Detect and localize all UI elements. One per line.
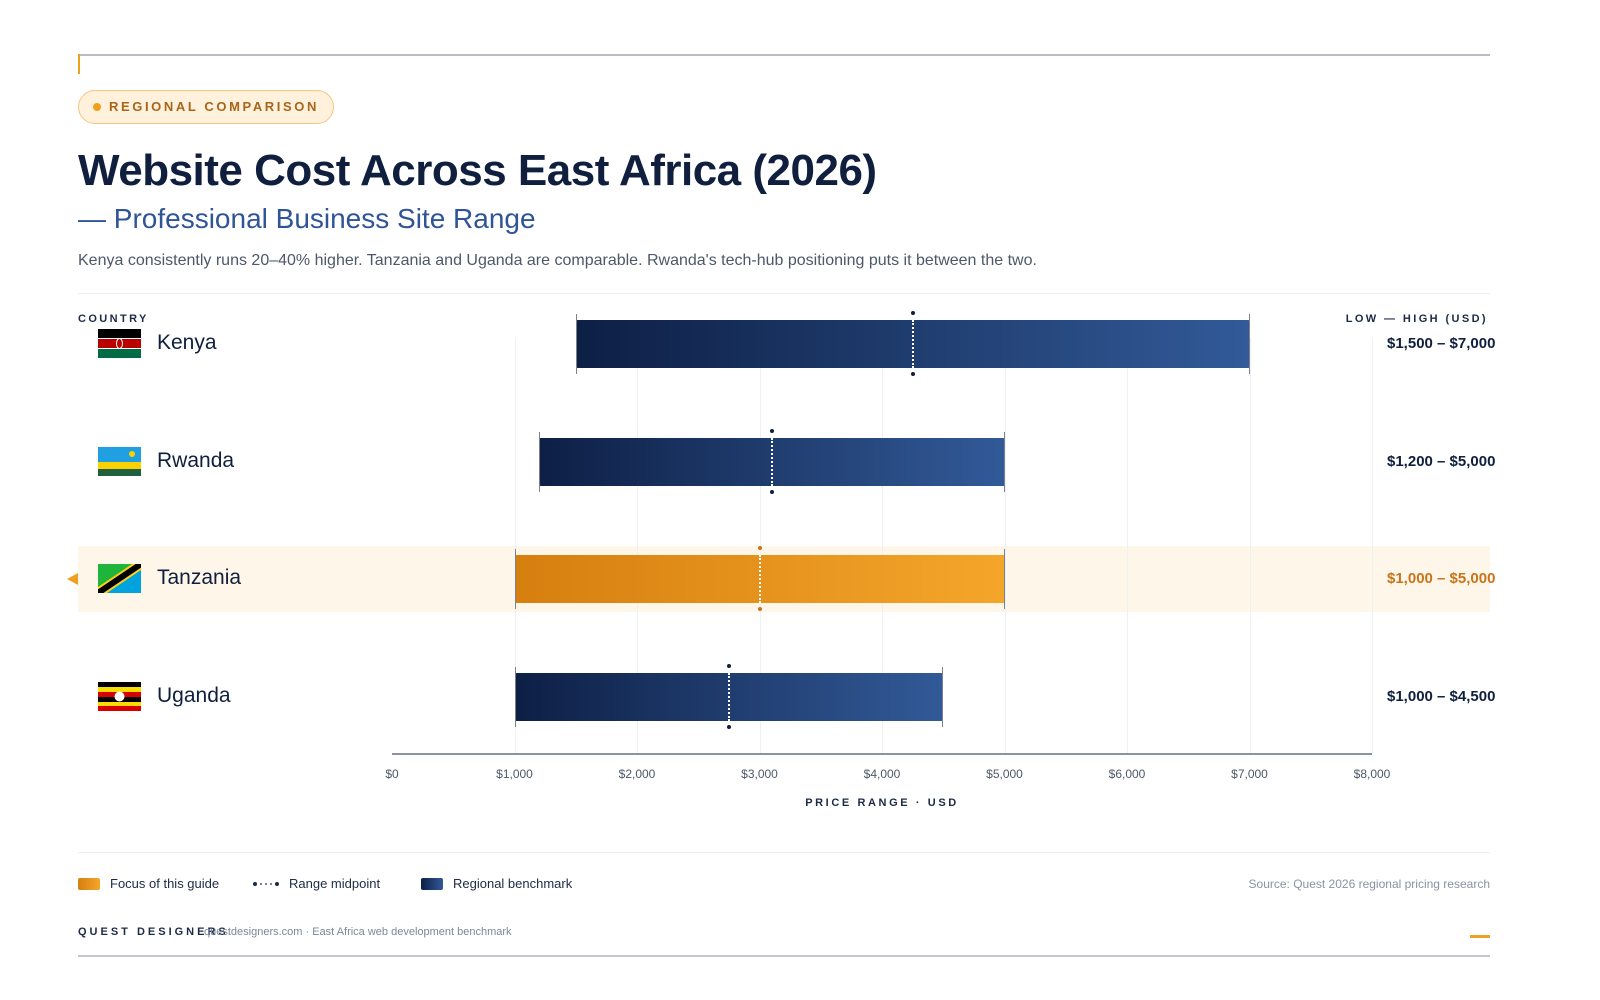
gridline [1372, 338, 1373, 754]
gridline [882, 338, 883, 754]
kenya-flag-icon [98, 329, 141, 358]
midpoint-line [770, 438, 773, 486]
column-header-country: COUNTRY [78, 313, 149, 325]
gridline [1249, 338, 1251, 754]
range-label: $1,500 – $7,000 [1387, 335, 1496, 352]
midpoint-dot [769, 490, 774, 494]
legend-label: Range midpoint [289, 876, 381, 891]
gridline [637, 338, 638, 754]
section-badge: REGIONAL COMPARISON [78, 90, 334, 124]
midpoint-dots-icon [253, 881, 279, 886]
legend-swatch-focus [78, 877, 100, 890]
uganda-flag-icon [98, 682, 141, 711]
range-label: $1,000 – $5,000 [1387, 570, 1496, 587]
midpoint-line [758, 555, 761, 603]
gridline [1127, 338, 1128, 754]
midpoint-dot [757, 607, 762, 611]
legend-label: Focus of this guide [110, 876, 220, 891]
x-tick-label: $0 [385, 767, 399, 781]
range-cap-low [539, 432, 540, 492]
page-title: Website Cost Across East Africa (2026) [78, 146, 877, 195]
x-tick-label: $5,000 [986, 767, 1023, 781]
range-cap-high [1003, 549, 1005, 609]
focus-pointer-icon [67, 573, 78, 585]
midpoint-dot [910, 372, 915, 376]
country-name: Uganda [157, 684, 231, 707]
range-label: $1,000 – $4,500 [1387, 688, 1496, 705]
brand-name: QUEST DESIGNERS [78, 926, 229, 938]
midpoint-line [727, 673, 730, 721]
midpoint-line [911, 320, 914, 368]
country-name: Rwanda [157, 449, 235, 472]
page-subtitle: — Professional Business Site Range [78, 203, 536, 234]
midpoint-dot [769, 429, 774, 433]
midpoint-dot [726, 664, 731, 668]
top-rule [78, 54, 1490, 56]
divider [78, 852, 1490, 853]
x-axis-line [392, 753, 1372, 755]
legend-swatch-benchmark [421, 877, 443, 890]
top-accent [78, 54, 80, 74]
range-cap-high [942, 667, 944, 727]
description: Kenya consistently runs 20–40% higher. T… [78, 252, 1037, 269]
x-tick-label: $7,000 [1231, 767, 1268, 781]
x-tick-label: $2,000 [618, 767, 656, 781]
range-cap-high [1003, 432, 1005, 492]
midpoint-dot [910, 311, 915, 315]
country-name: Tanzania [157, 566, 242, 589]
divider [78, 293, 1490, 294]
source-note: Source: Quest 2026 regional pricing rese… [1248, 877, 1490, 891]
column-header-range: LOW — HIGH (USD) [1345, 313, 1488, 325]
legend-item-benchmark: Regional benchmark [421, 876, 572, 891]
x-axis-title: PRICE RANGE · USD [805, 797, 959, 809]
footer-note: questdesigners.com · East Africa web dev… [204, 926, 512, 938]
bottom-rule [78, 955, 1490, 957]
gridline [514, 338, 516, 754]
rwanda-flag-icon [98, 447, 141, 476]
gridline [1004, 338, 1006, 754]
tanzania-flag-icon [98, 564, 141, 593]
midpoint-dot [726, 725, 731, 729]
badge-label: REGIONAL COMPARISON [109, 99, 319, 114]
bottom-accent [1470, 935, 1490, 938]
range-cap-low [514, 549, 516, 609]
badge-dot-icon [93, 103, 101, 111]
range-cap-low [575, 314, 577, 374]
legend-label: Regional benchmark [453, 876, 573, 891]
x-tick-label: $3,000 [741, 767, 778, 781]
x-tick-label: $8,000 [1353, 767, 1391, 781]
legend-item-focus: Focus of this guide [78, 876, 219, 891]
legend-item-midpoint: Range midpoint [253, 876, 380, 891]
x-tick-label: $6,000 [1108, 767, 1146, 781]
x-tick-label: $4,000 [863, 767, 901, 781]
x-tick-label: $1,000 [496, 767, 533, 781]
range-cap-high [1248, 314, 1250, 374]
midpoint-dot [757, 546, 762, 550]
country-name: Kenya [157, 331, 217, 354]
range-cap-low [514, 667, 516, 727]
range-label: $1,200 – $5,000 [1387, 453, 1496, 470]
